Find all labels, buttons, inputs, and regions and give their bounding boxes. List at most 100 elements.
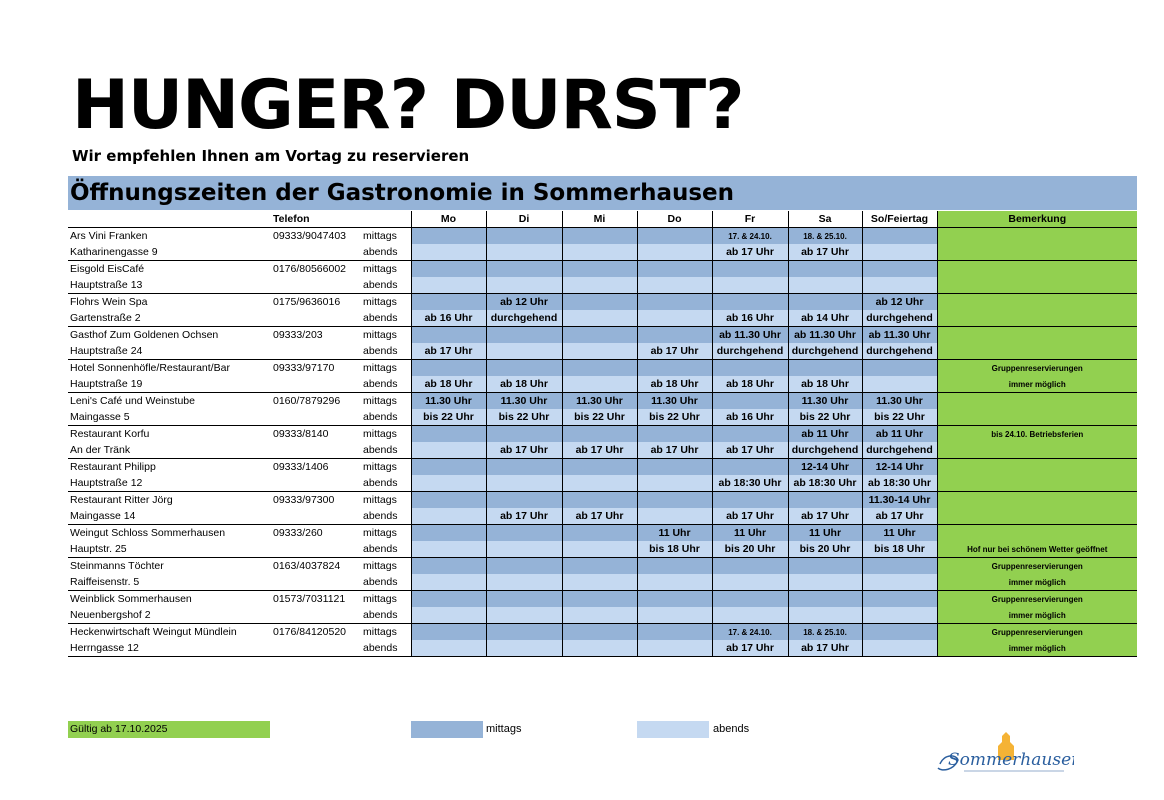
hours-cell: 11.30 Uhr: [485, 392, 562, 409]
hours-cell: 12-14 Uhr: [861, 458, 937, 475]
slot-label: abends: [361, 277, 411, 294]
hours-cell: [410, 442, 486, 459]
restaurant-address: Neuenbergshof 2: [68, 607, 271, 624]
table-header-row: Telefon Mo Di Mi Do Fr Sa So/Feiertag Be…: [68, 211, 1137, 228]
restaurant-phone: [271, 607, 361, 624]
remark-cell: [936, 475, 1137, 492]
restaurant-phone: [271, 442, 361, 459]
hours-cell: ab 11.30 Uhr: [711, 326, 788, 343]
validity-legend: Gültig ab 17.10.2025: [68, 721, 270, 738]
table-row-abends: Hauptstraße 12 abends ab 18:30 Uhr ab 18:30…: [68, 475, 1137, 492]
hours-cell: ab 18:30 Uhr: [787, 475, 862, 492]
header-telefon: Telefon: [271, 211, 361, 228]
restaurant-phone: 01573/7031121: [273, 592, 346, 605]
restaurant-address: Hauptstraße 24: [68, 343, 271, 360]
table-body: Ars Vini Franken 09333/9047403 mittags 17. …: [68, 227, 1137, 657]
hours-cell: [787, 277, 862, 294]
hours-cell: [711, 557, 788, 574]
hours-cell: [711, 491, 788, 508]
hours-cell: [787, 359, 862, 376]
hours-cell: [861, 574, 937, 591]
table-row-mittags: Flohrs Wein Spa 0175/9636016 mittags ab 12 …: [68, 293, 1137, 310]
remark-cell: [936, 524, 1137, 541]
remark-cell: immer möglich: [936, 574, 1137, 591]
hours-cell: [561, 524, 637, 541]
hours-cell: [861, 227, 937, 244]
hours-cell: [636, 359, 712, 376]
restaurant-phone: 09333/1406: [273, 460, 329, 473]
logo-text: Sommerhausen: [948, 750, 1074, 770]
header-di: Di: [485, 211, 562, 228]
restaurant-address: Herrngasse 12: [68, 640, 271, 657]
hours-cell: [410, 508, 486, 525]
hours-cell: [410, 244, 486, 261]
hours-cell: 11.30 Uhr: [787, 392, 862, 409]
table-row-abends: Gartenstraße 2 abends ab 16 Uhr durchgehend…: [68, 310, 1137, 327]
hours-cell: [561, 640, 637, 657]
hours-cell: [485, 277, 562, 294]
restaurant-address: An der Tränk: [68, 442, 271, 459]
hours-cell: [787, 557, 862, 574]
hours-cell: [636, 244, 712, 261]
remark-cell: bis 24.10. Betriebsferien: [936, 425, 1137, 442]
hours-cell: ab 17 Uhr: [485, 508, 562, 525]
hours-cell: bis 22 Uhr: [636, 409, 712, 426]
hours-cell: [787, 260, 862, 277]
hours-cell: ab 16 Uhr: [711, 310, 788, 327]
hours-cell: [787, 607, 862, 624]
table-row-mittags: Weinblick Sommerhausen 01573/7031121 mitta…: [68, 590, 1137, 607]
hours-cell: [410, 260, 486, 277]
slot-label: mittags: [363, 559, 397, 572]
table-row-abends: Katharinengasse 9 abends ab 17 Uhr ab 17 Uh…: [68, 244, 1137, 261]
hours-cell: [561, 590, 637, 607]
hours-cell: durchgehend: [861, 343, 937, 360]
hours-cell: [636, 425, 712, 442]
hours-cell: [861, 376, 937, 393]
restaurant-phone: 0176/84120520: [273, 625, 346, 638]
hours-cell: ab 17 Uhr: [711, 640, 788, 657]
restaurant-phone: [271, 376, 361, 393]
hours-cell: [485, 343, 562, 360]
restaurant-name: Ars Vini Franken: [70, 229, 148, 242]
hours-cell: ab 18 Uhr: [711, 376, 788, 393]
hours-cell: bis 20 Uhr: [711, 541, 788, 558]
hours-cell: 11.30-14 Uhr: [861, 491, 937, 508]
hours-cell: ab 11.30 Uhr: [787, 326, 862, 343]
restaurant-name: Weingut Schloss Sommerhausen: [70, 526, 226, 539]
restaurant-address: Katharinengasse 9: [68, 244, 271, 261]
restaurant-phone: 09333/9047403: [273, 229, 346, 242]
hours-cell: bis 22 Uhr: [861, 409, 937, 426]
restaurant-name: Steinmanns Töchter: [70, 559, 164, 572]
restaurant-phone: [271, 277, 361, 294]
hours-cell: [561, 475, 637, 492]
hours-cell: ab 12 Uhr: [485, 293, 562, 310]
restaurant-phone: 0175/9636016: [273, 295, 341, 308]
slot-label: abends: [361, 244, 411, 261]
table-row-mittags: Heckenwirtschaft Weingut Mündlein 0176/84…: [68, 623, 1137, 640]
slot-label: abends: [361, 409, 411, 426]
hours-cell: ab 18 Uhr: [636, 376, 712, 393]
hours-cell: ab 18:30 Uhr: [711, 475, 788, 492]
reservation-hint: Wir empfehlen Ihnen am Vortag zu reservi…: [72, 147, 470, 165]
section-title: Öffnungszeiten der Gastronomie in Sommer…: [70, 180, 735, 206]
remark-cell: immer möglich: [936, 376, 1137, 393]
slot-label: mittags: [363, 295, 397, 308]
restaurant-phone: [271, 310, 361, 327]
hours-cell: [636, 574, 712, 591]
hours-cell: ab 17 Uhr: [861, 508, 937, 525]
hours-cell: [711, 293, 788, 310]
hours-cell: 11 Uhr: [636, 524, 712, 541]
hours-cell: ab 11.30 Uhr: [861, 326, 937, 343]
hours-cell: [636, 640, 712, 657]
remark-cell: [936, 227, 1137, 244]
hours-cell: ab 17 Uhr: [711, 508, 788, 525]
remark-cell: Gruppenreservierungen: [936, 359, 1137, 376]
restaurant-phone: [271, 409, 361, 426]
hours-cell: ab 16 Uhr: [711, 409, 788, 426]
restaurant-name: Gasthof Zum Goldenen Ochsen: [70, 328, 219, 341]
remark-cell: [936, 244, 1137, 261]
remark-cell: Gruppenreservierungen: [936, 623, 1137, 640]
remark-cell: [936, 442, 1137, 459]
header-do: Do: [636, 211, 712, 228]
hours-cell: [410, 425, 486, 442]
